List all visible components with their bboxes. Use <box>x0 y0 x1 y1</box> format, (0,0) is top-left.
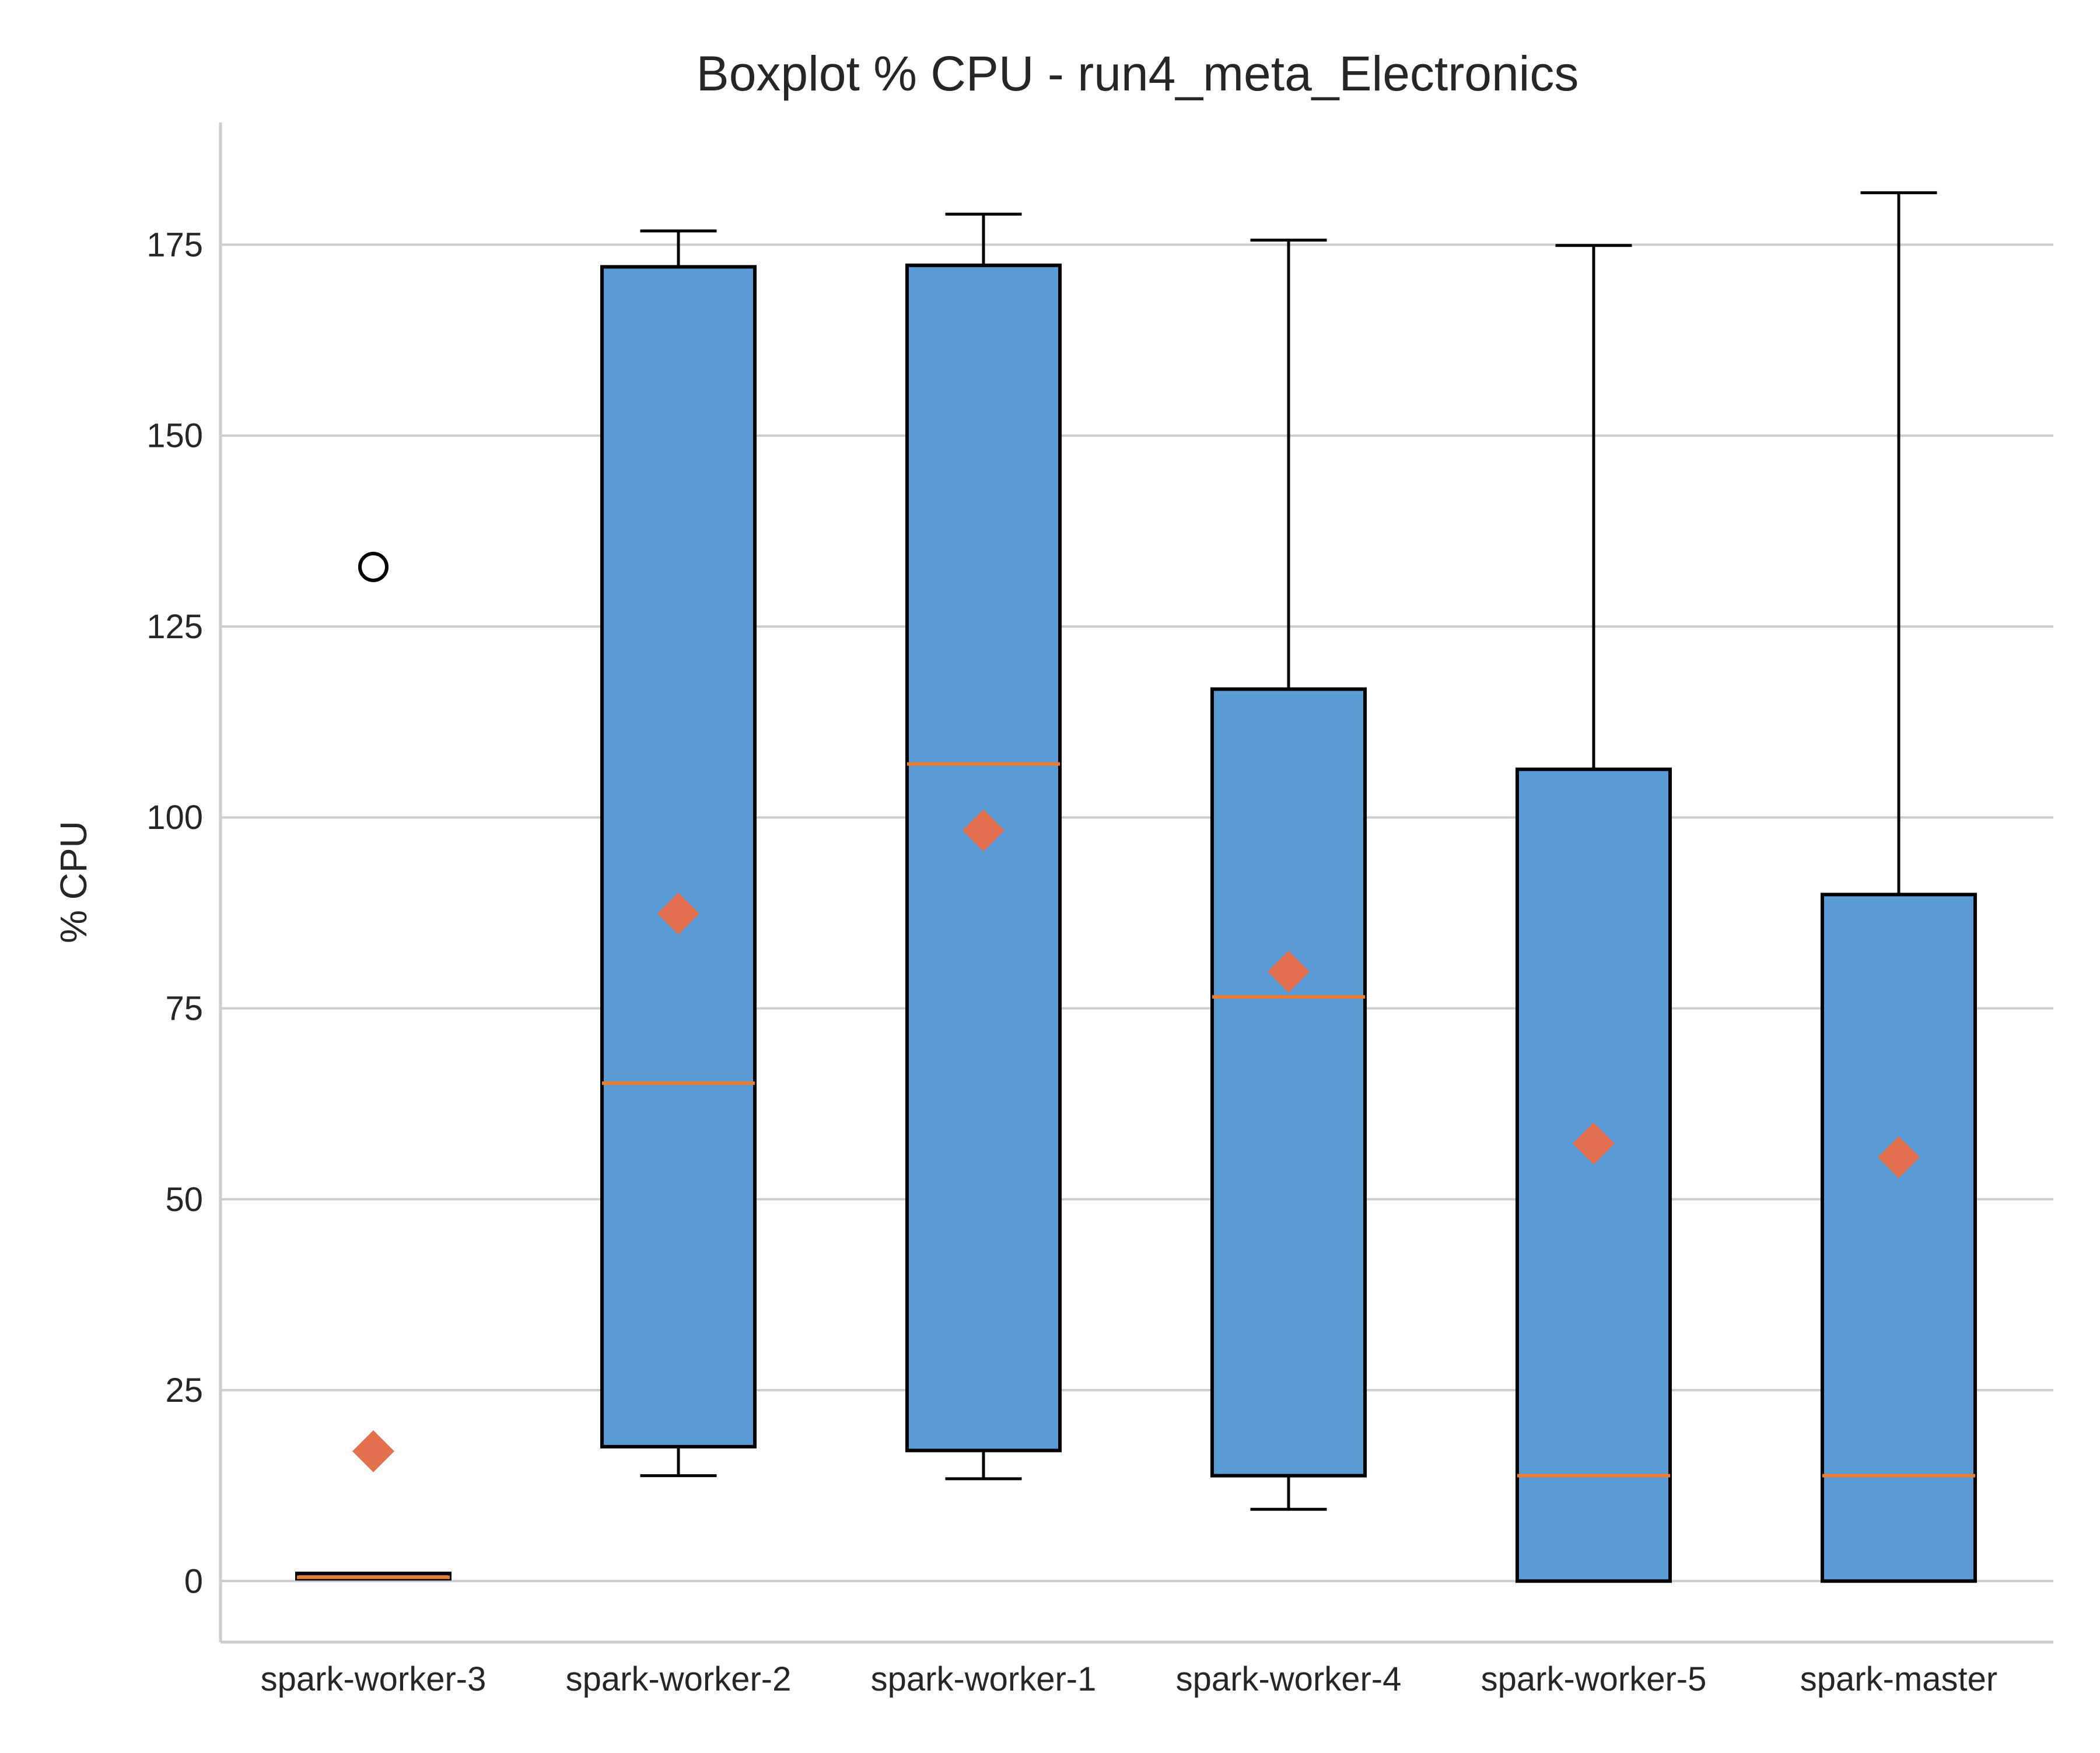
box-spark-worker-2 <box>600 229 757 1478</box>
mean-marker <box>352 1430 394 1472</box>
box-body <box>600 265 757 1448</box>
mean-marker <box>1268 950 1310 993</box>
box-spark-worker-1 <box>905 212 1062 1481</box>
y-tick-label: 25 <box>165 1371 203 1409</box>
mean-marker <box>1878 1136 1920 1178</box>
mean-marker <box>1573 1122 1615 1165</box>
box-body <box>1516 767 1672 1583</box>
y-tick-label: 100 <box>146 799 203 837</box>
axes <box>219 123 2053 1644</box>
y-tick-label: 50 <box>165 1181 203 1219</box>
y-tick-label: 175 <box>146 226 203 264</box>
x-tick-label: spark-worker-3 <box>261 1660 487 1698</box>
y-tick-label: 125 <box>146 608 203 646</box>
x-tick-label: spark-worker-5 <box>1481 1660 1707 1698</box>
box-spark-master <box>1821 191 1977 1583</box>
boxes <box>295 191 1977 1583</box>
grid-lines <box>220 243 2053 1583</box>
x-tick-labels: spark-worker-3 spark-worker-2 spark-worker… <box>261 1660 1998 1698</box>
y-tick-labels: 0 25 50 75 100 125 150 175 <box>146 226 203 1600</box>
chart-title: Boxplot % CPU - run4_meta_Electronics <box>696 46 1579 101</box>
mean-marker <box>657 893 699 935</box>
box-spark-worker-4 <box>1210 239 1367 1511</box>
box-body <box>1210 687 1367 1478</box>
x-tick-label: spark-worker-4 <box>1176 1660 1402 1698</box>
box-body <box>905 263 1062 1453</box>
x-tick-label: spark-master <box>1800 1660 1997 1698</box>
y-tick-label: 150 <box>146 417 203 455</box>
box-spark-worker-5 <box>1516 244 1672 1583</box>
y-tick-label: 75 <box>165 989 203 1027</box>
mean-marker <box>963 809 1005 852</box>
y-axis-label: % CPU <box>52 821 94 943</box>
y-tick-label: 0 <box>184 1562 203 1600</box>
x-tick-label: spark-worker-1 <box>871 1660 1097 1698</box>
box-spark-worker-3 <box>295 551 452 1581</box>
outlier-point <box>358 551 388 582</box>
x-tick-label: spark-worker-2 <box>566 1660 792 1698</box>
box-body <box>1821 893 1977 1583</box>
